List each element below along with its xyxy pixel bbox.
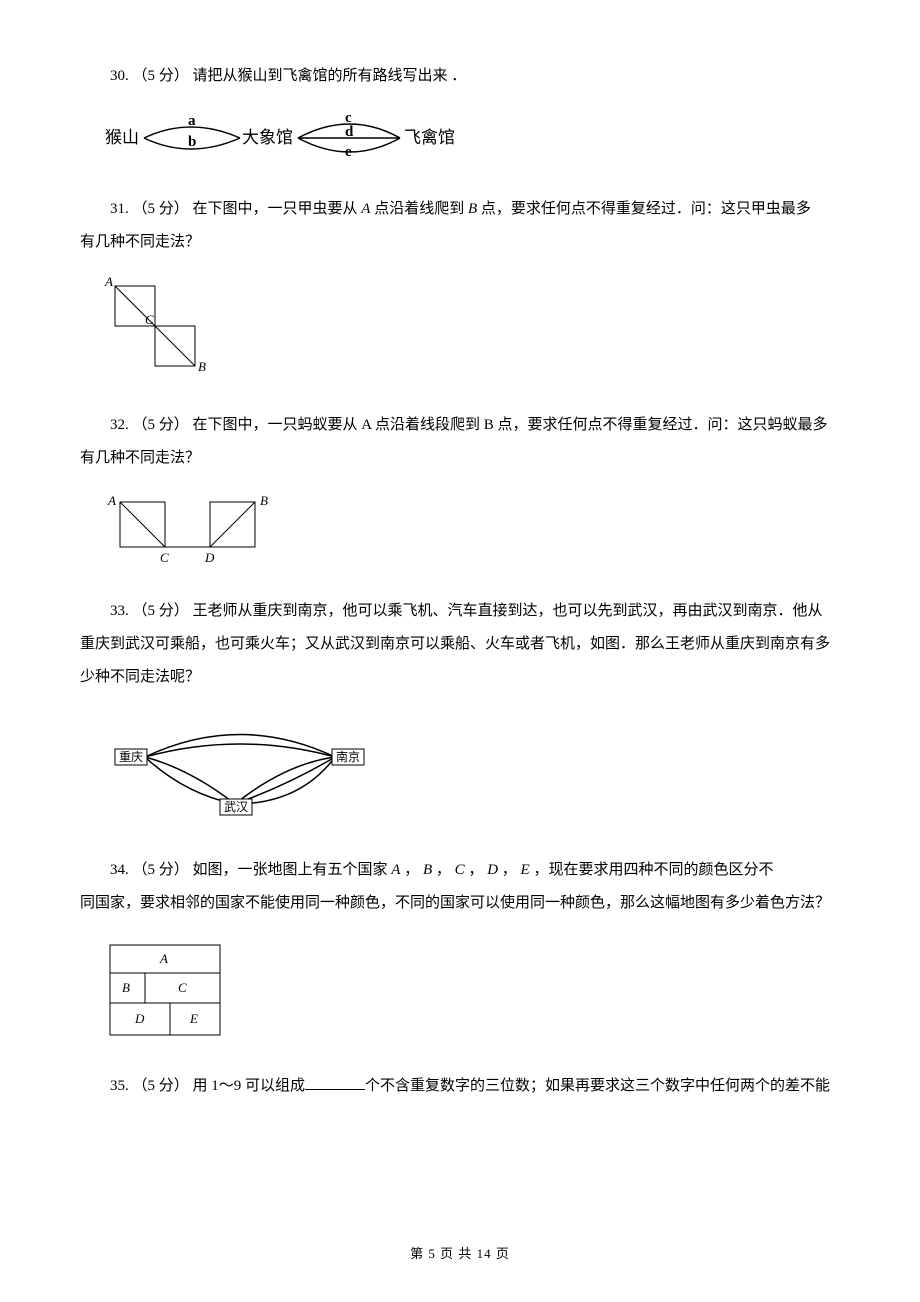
question-33: 33. （5 分） 王老师从重庆到南京，他可以乘飞机、汽车直接到达，也可以先到武… [80, 595, 840, 829]
q34-c1: ， [400, 862, 419, 878]
q34-points: （5 分） [133, 862, 189, 878]
q31-t3: 点，要求任何点不得重复经过．问：这只甲虫最多 [481, 201, 811, 217]
q30-number: 30. [110, 68, 129, 84]
q33-city2: 南京 [336, 749, 360, 764]
q32-line2: 有几种不同走法？ [80, 442, 840, 475]
q30-node2: 大象馆 [242, 128, 293, 147]
q30-label-b: b [188, 134, 196, 150]
q31-var-b: B [468, 201, 477, 217]
q33-text: 33. （5 分） 王老师从重庆到南京，他可以乘飞机、汽车直接到达，也可以先到武… [80, 595, 840, 628]
q34-t1: 如图，一张地图上有五个国家 [193, 862, 388, 878]
q33-wn2 [235, 757, 335, 804]
question-34: 34. （5 分） 如图，一张地图上有五个国家 A ， B ， C ， D ， … [80, 854, 840, 1045]
q33-wn1 [235, 757, 335, 804]
q33-svg: 重庆 南京 武汉 [100, 709, 380, 829]
q31-line2: 有几种不同走法？ [80, 226, 840, 259]
q34-lb: B [122, 980, 130, 995]
q33-line3: 少种不同走法呢？ [80, 661, 840, 694]
q34-ve: E [521, 862, 530, 878]
q31-text: 31. （5 分） 在下图中，一只甲虫要从 A 点沿着线爬到 B 点，要求任何点… [80, 193, 840, 226]
q35-number: 35. [110, 1078, 129, 1094]
page-footer: 第 5 页 共 14 页 [0, 1243, 920, 1262]
question-31: 31. （5 分） 在下图中，一只甲虫要从 A 点沿着线爬到 B 点，要求任何点… [80, 193, 840, 384]
footer-text: 第 5 页 共 14 页 [410, 1246, 510, 1261]
q32-lc: C [160, 550, 169, 565]
q34-text: 34. （5 分） 如图，一张地图上有五个国家 A ， B ， C ， D ， … [80, 854, 840, 887]
q31-diagram: A C B [100, 274, 840, 384]
q31-t1: 在下图中，一只甲虫要从 [193, 201, 358, 217]
q35-blank [305, 1075, 365, 1090]
question-30: 30. （5 分） 请把从猴山到飞禽馆的所有路线写出来 ． 猴山 a b 大象馆… [80, 60, 840, 168]
q33-city3: 武汉 [224, 800, 248, 814]
q33-body: 王老师从重庆到南京，他可以乘飞机、汽车直接到达，也可以先到武汉，再由武汉到南京．… [193, 603, 823, 619]
q35-text: 35. （5 分） 用 1～9 可以组成 个不含重复数字的三位数；如果再要求这三个… [80, 1070, 840, 1103]
q34-le: E [189, 1011, 198, 1026]
q34-la: A [159, 951, 168, 966]
q32-svg: A B C D [100, 490, 300, 570]
q34-ld: D [134, 1011, 145, 1026]
q34-vb: B [423, 862, 432, 878]
q35-t2: 个不含重复数字的三位数；如果再要求这三个数字中任何两个的差不能 [365, 1078, 830, 1094]
question-35: 35. （5 分） 用 1～9 可以组成 个不含重复数字的三位数；如果再要求这三个… [80, 1070, 840, 1103]
q31-number: 31. [110, 201, 129, 217]
q33-diagram: 重庆 南京 武汉 [100, 709, 840, 829]
q34-c3: ， [465, 862, 484, 878]
q31-diag2 [155, 326, 195, 366]
q32-diag2 [210, 502, 255, 547]
q30-label-e: e [345, 144, 352, 160]
q33-cw1 [145, 757, 235, 804]
q34-diagram: A B C D E [100, 935, 840, 1045]
q33-direct1 [145, 735, 335, 758]
q33-city1: 重庆 [119, 750, 143, 764]
q32-diagram: A B C D [100, 490, 840, 570]
q33-line2: 重庆到武汉可乘船，也可乘火车；又从武汉到南京可以乘船、火车或者飞机，如图．那么王… [80, 628, 840, 661]
q34-vd: D [487, 862, 498, 878]
q31-la: A [104, 274, 113, 289]
q31-lb: B [198, 359, 206, 374]
q33-wn3 [235, 757, 335, 804]
q31-t2: 点沿着线爬到 [374, 201, 464, 217]
q35-points: （5 分） [133, 1078, 189, 1094]
q32-lb: B [260, 493, 268, 508]
q30-node3: 飞禽馆 [404, 128, 455, 147]
q32-number: 32. [110, 417, 129, 433]
q35-t1: 用 1～9 可以组成 [193, 1078, 306, 1094]
q33-cw2 [145, 757, 235, 804]
q31-points: （5 分） [133, 201, 189, 217]
q31-svg: A C B [100, 274, 220, 384]
q34-c4: ， [498, 862, 517, 878]
q33-points: （5 分） [133, 603, 189, 619]
q30-points: （5 分） [133, 68, 189, 84]
q34-svg: A B C D E [100, 935, 250, 1045]
q33-number: 33. [110, 603, 129, 619]
q34-lc: C [178, 980, 187, 995]
question-32: 32. （5 分） 在下图中，一只蚂蚁要从 A 点沿着线段爬到 B 点，要求任何… [80, 409, 840, 570]
q34-line2: 同国家，要求相邻的国家不能使用同一种颜色，不同的国家可以使用同一种颜色，那么这幅… [80, 887, 840, 920]
q32-text: 32. （5 分） 在下图中，一只蚂蚁要从 A 点沿着线段爬到 B 点，要求任何… [80, 409, 840, 442]
q34-vc: C [455, 862, 465, 878]
q34-c2: ， [432, 862, 451, 878]
q30-text: 30. （5 分） 请把从猴山到飞禽馆的所有路线写出来 ． [80, 60, 840, 93]
q30-diagram: 猴山 a b 大象馆 c d e 飞禽馆 [100, 108, 840, 168]
q32-la: A [107, 493, 116, 508]
q34-t2: ，现在要求用四种不同的颜色区分不 [533, 862, 773, 878]
q32-body: 在下图中，一只蚂蚁要从 A 点沿着线段爬到 B 点，要求任何点不得重复经过．问：… [193, 417, 828, 433]
q34-number: 34. [110, 862, 129, 878]
q30-node1: 猴山 [105, 128, 139, 147]
q32-diag1 [120, 502, 165, 547]
q31-var-a: A [361, 201, 370, 217]
q30-svg: 猴山 a b 大象馆 c d e 飞禽馆 [100, 108, 480, 168]
q32-points: （5 分） [133, 417, 189, 433]
q30-label-a: a [188, 113, 196, 129]
q32-ld: D [204, 550, 215, 565]
q31-lc: C [145, 312, 154, 327]
q30-label-d: d [345, 124, 354, 140]
q30-body: 请把从猴山到飞禽馆的所有路线写出来 ． [193, 68, 467, 84]
